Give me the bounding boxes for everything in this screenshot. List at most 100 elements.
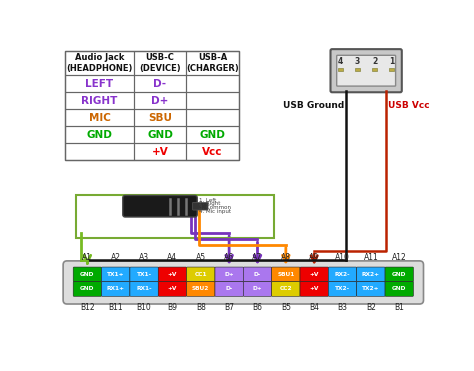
Text: +V: +V: [152, 147, 168, 157]
Text: A8: A8: [281, 253, 291, 262]
Text: USB Ground: USB Ground: [283, 102, 345, 111]
Text: Vcc: Vcc: [202, 147, 223, 157]
FancyBboxPatch shape: [215, 282, 243, 296]
Bar: [134, 143, 186, 160]
Text: Audio Jack
(HEADPHONE): Audio Jack (HEADPHONE): [66, 53, 133, 73]
FancyBboxPatch shape: [158, 282, 187, 296]
FancyBboxPatch shape: [243, 282, 272, 296]
FancyBboxPatch shape: [215, 267, 243, 282]
FancyBboxPatch shape: [73, 267, 101, 282]
FancyBboxPatch shape: [130, 267, 158, 282]
Bar: [134, 92, 186, 109]
Text: 3: 3: [355, 57, 360, 66]
FancyBboxPatch shape: [337, 55, 396, 86]
Bar: [186, 109, 239, 126]
Text: TX2-: TX2-: [335, 286, 350, 292]
Text: D-: D-: [154, 79, 166, 89]
Text: 4: 4: [338, 57, 343, 66]
Bar: [76, 196, 274, 238]
Text: RX1+: RX1+: [107, 286, 125, 292]
Text: +V: +V: [168, 272, 177, 277]
Text: +V: +V: [168, 286, 177, 292]
Bar: [65, 143, 134, 160]
FancyBboxPatch shape: [385, 282, 413, 296]
Text: 1: 1: [389, 57, 394, 66]
Text: RX2+: RX2+: [362, 272, 380, 277]
Bar: [65, 92, 134, 109]
Text: USB-A
(CHARGER): USB-A (CHARGER): [186, 53, 239, 73]
FancyBboxPatch shape: [330, 49, 402, 92]
Text: +V: +V: [310, 286, 319, 292]
Bar: [65, 75, 134, 92]
Text: SBU1: SBU1: [277, 272, 294, 277]
Bar: [186, 126, 239, 143]
FancyBboxPatch shape: [385, 267, 413, 282]
FancyBboxPatch shape: [328, 267, 357, 282]
Text: USB Vcc: USB Vcc: [388, 102, 429, 111]
Text: A6: A6: [224, 253, 234, 262]
Bar: [134, 109, 186, 126]
FancyBboxPatch shape: [130, 282, 158, 296]
FancyBboxPatch shape: [73, 282, 101, 296]
Text: USB-C
(DEVICE): USB-C (DEVICE): [139, 53, 181, 73]
FancyBboxPatch shape: [158, 267, 187, 282]
FancyBboxPatch shape: [187, 282, 215, 296]
FancyBboxPatch shape: [357, 282, 385, 296]
Bar: [134, 51, 186, 75]
Bar: [186, 143, 239, 160]
Text: 2: 2: [372, 57, 377, 66]
Text: D+: D+: [224, 272, 234, 277]
Text: A2: A2: [111, 253, 121, 262]
Text: GND: GND: [200, 129, 226, 139]
FancyBboxPatch shape: [101, 282, 130, 296]
Bar: [338, 68, 343, 72]
Text: A7: A7: [253, 253, 263, 262]
FancyBboxPatch shape: [300, 267, 328, 282]
Bar: [186, 92, 239, 109]
Text: A1: A1: [82, 253, 92, 262]
Text: LEFT: LEFT: [85, 79, 114, 89]
Text: GND: GND: [80, 272, 95, 277]
FancyBboxPatch shape: [63, 261, 423, 304]
Text: A10: A10: [335, 253, 350, 262]
Text: B9: B9: [167, 303, 177, 312]
Text: A12: A12: [392, 253, 407, 262]
Text: B3: B3: [337, 303, 347, 312]
Text: 1. Left: 1. Left: [199, 198, 216, 203]
Text: B4: B4: [309, 303, 319, 312]
Text: MIC: MIC: [89, 113, 110, 123]
Text: A4: A4: [167, 253, 177, 262]
Text: D+: D+: [151, 96, 169, 106]
Text: A11: A11: [364, 253, 378, 262]
Text: GND: GND: [80, 286, 95, 292]
Text: B7: B7: [224, 303, 234, 312]
Text: B1: B1: [394, 303, 404, 312]
Text: B8: B8: [196, 303, 206, 312]
Bar: [65, 51, 134, 75]
Bar: [373, 68, 377, 72]
Text: SBU: SBU: [148, 113, 172, 123]
Bar: [65, 126, 134, 143]
FancyBboxPatch shape: [357, 267, 385, 282]
FancyBboxPatch shape: [192, 202, 208, 210]
Text: 4. Mic input: 4. Mic input: [199, 209, 231, 214]
Text: B2: B2: [366, 303, 376, 312]
Bar: [186, 75, 239, 92]
Text: A9: A9: [309, 253, 319, 262]
FancyBboxPatch shape: [187, 267, 215, 282]
FancyBboxPatch shape: [272, 267, 300, 282]
FancyBboxPatch shape: [300, 282, 328, 296]
Text: TX1-: TX1-: [137, 272, 152, 277]
FancyBboxPatch shape: [272, 282, 300, 296]
FancyBboxPatch shape: [243, 267, 272, 282]
Bar: [134, 75, 186, 92]
Text: GND: GND: [87, 129, 112, 139]
Text: D+: D+: [253, 286, 262, 292]
FancyBboxPatch shape: [328, 282, 357, 296]
Text: D-: D-: [226, 286, 233, 292]
Text: 2. Right: 2. Right: [199, 201, 220, 206]
Text: GND: GND: [147, 129, 173, 139]
Bar: [134, 126, 186, 143]
Text: RIGHT: RIGHT: [82, 96, 118, 106]
Text: CC2: CC2: [280, 286, 292, 292]
